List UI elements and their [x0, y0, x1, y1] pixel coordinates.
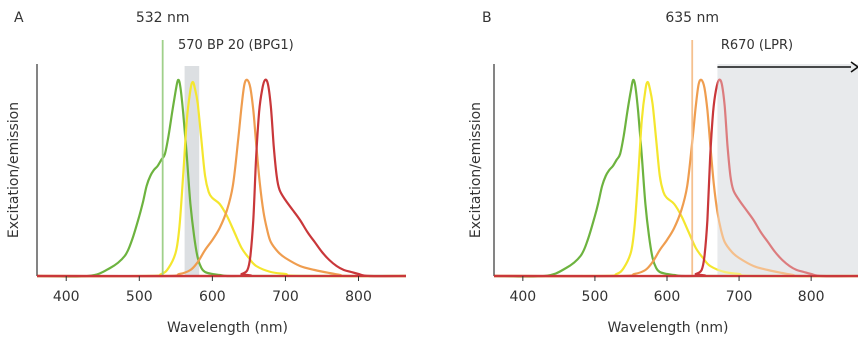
- x-tick-label: 500: [582, 289, 609, 305]
- x-tick-label: 600: [199, 289, 226, 305]
- spectrum-curve-3: [36, 78, 407, 278]
- x-tick-label: 600: [654, 289, 681, 305]
- spectrum-curve-4: [36, 78, 407, 278]
- y-axis-label: Excitation/emission: [468, 102, 484, 238]
- spectrum-curve-2: [493, 80, 858, 278]
- filter-label: R670 (LPR): [721, 38, 793, 53]
- spectrum-curves: [36, 78, 407, 278]
- laser-label: 635 nm: [665, 10, 719, 26]
- x-tick-label: 400: [509, 289, 536, 305]
- filter-band: [717, 64, 858, 276]
- x-tick-label: 700: [726, 289, 753, 305]
- panel-letter: B: [482, 10, 492, 26]
- spectrum-curve-3: [493, 78, 858, 278]
- filter-label: 570 BP 20 (BPG1): [178, 38, 294, 53]
- panel-letter: A: [14, 10, 24, 26]
- spectrum-curves: [493, 64, 858, 278]
- panel-a: 400 500 600 700 800 A 532 nm 570 BP 20 (BPG1…: [6, 10, 407, 336]
- x-ticks: 400 500 600 700 800: [509, 276, 825, 305]
- spectrum-curve-1: [36, 78, 406, 278]
- filter-overlay: [717, 64, 858, 276]
- x-tick-label: 500: [126, 289, 153, 305]
- filter-band: [184, 66, 200, 276]
- x-tick-label: 800: [345, 289, 372, 305]
- x-axis-label: Wavelength (nm): [167, 320, 288, 336]
- spectrum-curve-4: [493, 78, 858, 278]
- x-tick-label: 400: [53, 289, 80, 305]
- arrow-head: [850, 61, 858, 73]
- spectrum-curve-2: [36, 80, 407, 278]
- laser-label: 532 nm: [136, 10, 190, 26]
- longpass-arrow: [717, 61, 858, 73]
- x-ticks: 400 500 600 700 800: [53, 276, 372, 305]
- y-axis-label: Excitation/emission: [6, 102, 22, 238]
- x-axis-label: Wavelength (nm): [608, 320, 729, 336]
- panel-b: 400 500 600 700 800 B 635 nm R670 (LPR) Wave…: [468, 10, 858, 336]
- x-tick-label: 700: [272, 289, 299, 305]
- x-tick-label: 800: [798, 289, 825, 305]
